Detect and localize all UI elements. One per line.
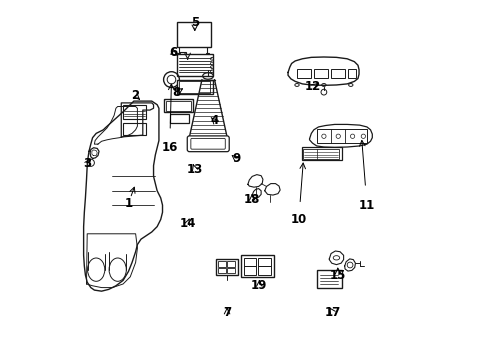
- Text: 9: 9: [232, 152, 240, 165]
- Text: 18: 18: [244, 193, 260, 206]
- Polygon shape: [122, 103, 153, 137]
- Bar: [123, 123, 147, 135]
- Text: 17: 17: [325, 306, 341, 319]
- Bar: [216, 259, 238, 275]
- Text: 10: 10: [291, 213, 307, 226]
- Text: 7: 7: [223, 306, 231, 319]
- Bar: [317, 270, 342, 288]
- Bar: [177, 54, 213, 76]
- Text: 11: 11: [359, 199, 375, 212]
- Text: 8: 8: [173, 86, 181, 99]
- Text: 6: 6: [169, 46, 177, 59]
- Bar: [218, 261, 225, 267]
- Bar: [123, 105, 147, 119]
- Polygon shape: [310, 125, 372, 147]
- Text: 16: 16: [162, 141, 178, 154]
- Bar: [302, 147, 342, 160]
- Polygon shape: [329, 251, 343, 265]
- Bar: [317, 129, 367, 143]
- Polygon shape: [265, 184, 280, 195]
- Bar: [331, 69, 344, 78]
- Bar: [227, 267, 235, 273]
- Bar: [244, 266, 256, 275]
- Text: 15: 15: [330, 269, 346, 282]
- Text: 14: 14: [179, 216, 196, 230]
- Bar: [218, 267, 225, 273]
- Bar: [314, 69, 328, 78]
- Text: 3: 3: [83, 157, 91, 170]
- Text: 13: 13: [187, 163, 203, 176]
- Polygon shape: [252, 189, 261, 198]
- Polygon shape: [344, 259, 355, 271]
- Text: 2: 2: [131, 89, 140, 102]
- Text: 19: 19: [251, 279, 268, 292]
- Bar: [258, 258, 271, 266]
- FancyBboxPatch shape: [191, 138, 225, 149]
- Bar: [177, 22, 211, 47]
- Bar: [227, 261, 235, 267]
- Bar: [177, 80, 213, 94]
- FancyBboxPatch shape: [187, 136, 229, 152]
- Bar: [164, 99, 193, 112]
- Bar: [170, 114, 190, 123]
- Polygon shape: [84, 101, 163, 291]
- Bar: [166, 101, 191, 111]
- Text: 5: 5: [191, 16, 199, 29]
- Bar: [244, 258, 256, 266]
- Bar: [348, 69, 356, 78]
- Bar: [179, 52, 186, 56]
- Bar: [179, 81, 210, 93]
- Bar: [303, 149, 339, 159]
- Text: 12: 12: [305, 80, 321, 93]
- Polygon shape: [288, 57, 359, 85]
- Text: 1: 1: [124, 197, 132, 210]
- Text: 4: 4: [210, 114, 219, 127]
- Bar: [242, 255, 274, 277]
- Polygon shape: [90, 148, 99, 158]
- Bar: [258, 266, 271, 275]
- Bar: [297, 69, 311, 78]
- Polygon shape: [248, 175, 263, 187]
